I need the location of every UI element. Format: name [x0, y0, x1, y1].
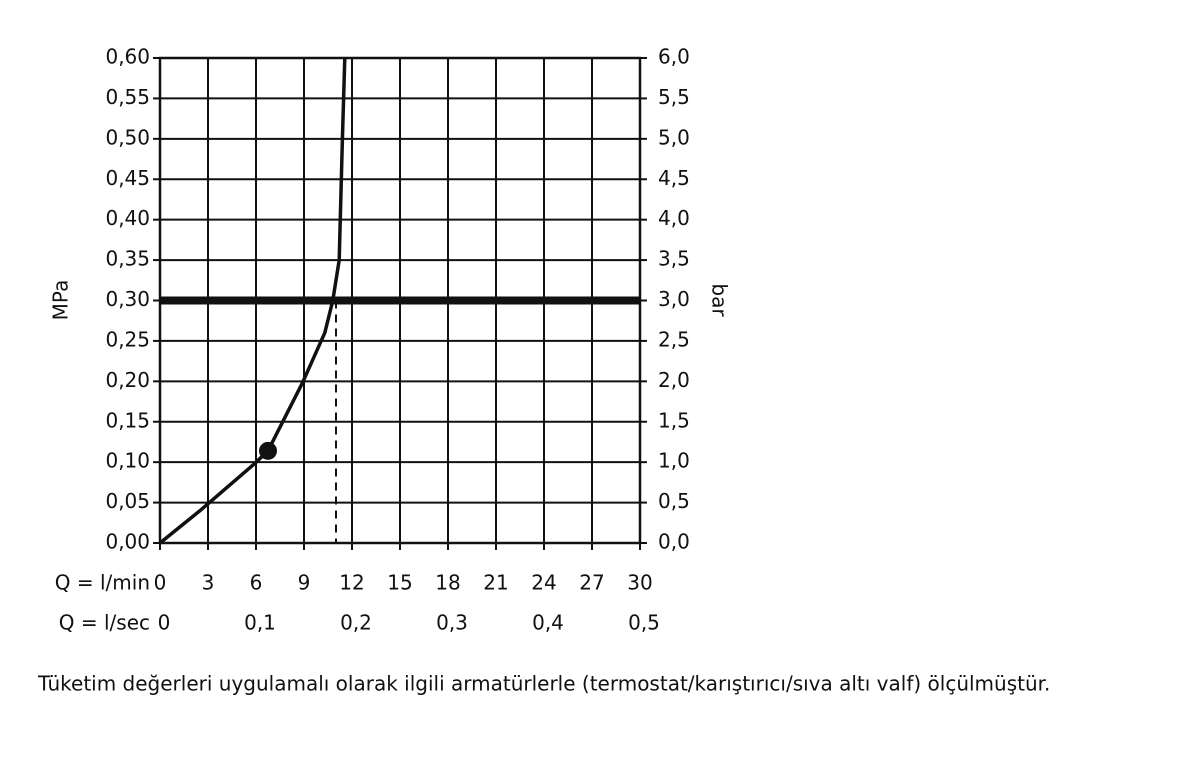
y2-tick-label: 0,0: [658, 530, 690, 554]
y-tick-label: 0,15: [105, 408, 150, 432]
curve-marker: [259, 441, 277, 460]
x2-tick-label: 0,2: [340, 611, 372, 635]
y2-tick-label: 2,5: [658, 327, 690, 351]
y-tick-label: 0,40: [105, 206, 150, 230]
y2-tick-label: 1,0: [658, 449, 690, 473]
y-tick-label: 0,20: [105, 368, 150, 392]
y2-tick-label: 3,5: [658, 247, 690, 271]
x-tick-label: 21: [483, 571, 508, 595]
y2-tick-label: 6,0: [658, 45, 690, 69]
y-tick-label: 0,45: [105, 166, 150, 190]
flow-curve: [158, 57, 347, 545]
x-tick-label: 24: [531, 571, 556, 595]
x-axis-label: Q = l/min: [55, 571, 150, 595]
x2-tick-label: 0,1: [244, 611, 276, 635]
y-tick-label: 0,25: [105, 327, 150, 351]
footnote: Tüketim değerleri uygulamalı olarak ilgi…: [37, 672, 1050, 696]
y2-tick-label: 4,0: [658, 206, 690, 230]
y-tick-label: 0,05: [105, 489, 150, 513]
y-tick-label: 0,60: [105, 45, 150, 69]
x-tick-label: 6: [250, 571, 263, 595]
x-tick-label: 12: [339, 571, 364, 595]
x2-tick-label: 0,5: [628, 611, 660, 635]
y2-tick-label: 4,5: [658, 166, 690, 190]
y2-tick-label: 5,5: [658, 85, 690, 109]
x2-tick-label: 0,4: [532, 611, 564, 635]
y2-axis-label: bar: [708, 283, 732, 317]
y-tick-label: 0,35: [105, 247, 150, 271]
y-tick-label: 0,55: [105, 85, 150, 109]
y2-tick-label: 5,0: [658, 125, 690, 149]
x2-tick-label: 0,3: [436, 611, 468, 635]
x-tick-label: 27: [579, 571, 604, 595]
y-tick-label: 0,30: [105, 287, 150, 311]
x2-axis-label: Q = l/sec: [59, 611, 150, 635]
x-tick-label: 15: [387, 571, 412, 595]
x2-tick-label: 0: [158, 611, 171, 635]
y-tick-label: 0,10: [105, 449, 150, 473]
x-tick-label: 3: [202, 571, 215, 595]
x-tick-label: 18: [435, 571, 460, 595]
y-tick-label: 0,50: [105, 125, 150, 149]
y2-tick-label: 3,0: [658, 287, 690, 311]
y-axis-label: MPa: [49, 280, 73, 321]
y2-tick-label: 2,0: [658, 368, 690, 392]
y-tick-label: 0,00: [105, 530, 150, 554]
x-tick-label: 0: [154, 571, 167, 595]
x-tick-label: 9: [298, 571, 311, 595]
y2-tick-label: 1,5: [658, 408, 690, 432]
x-tick-label: 30: [627, 571, 652, 595]
y2-tick-label: 0,5: [658, 489, 690, 513]
